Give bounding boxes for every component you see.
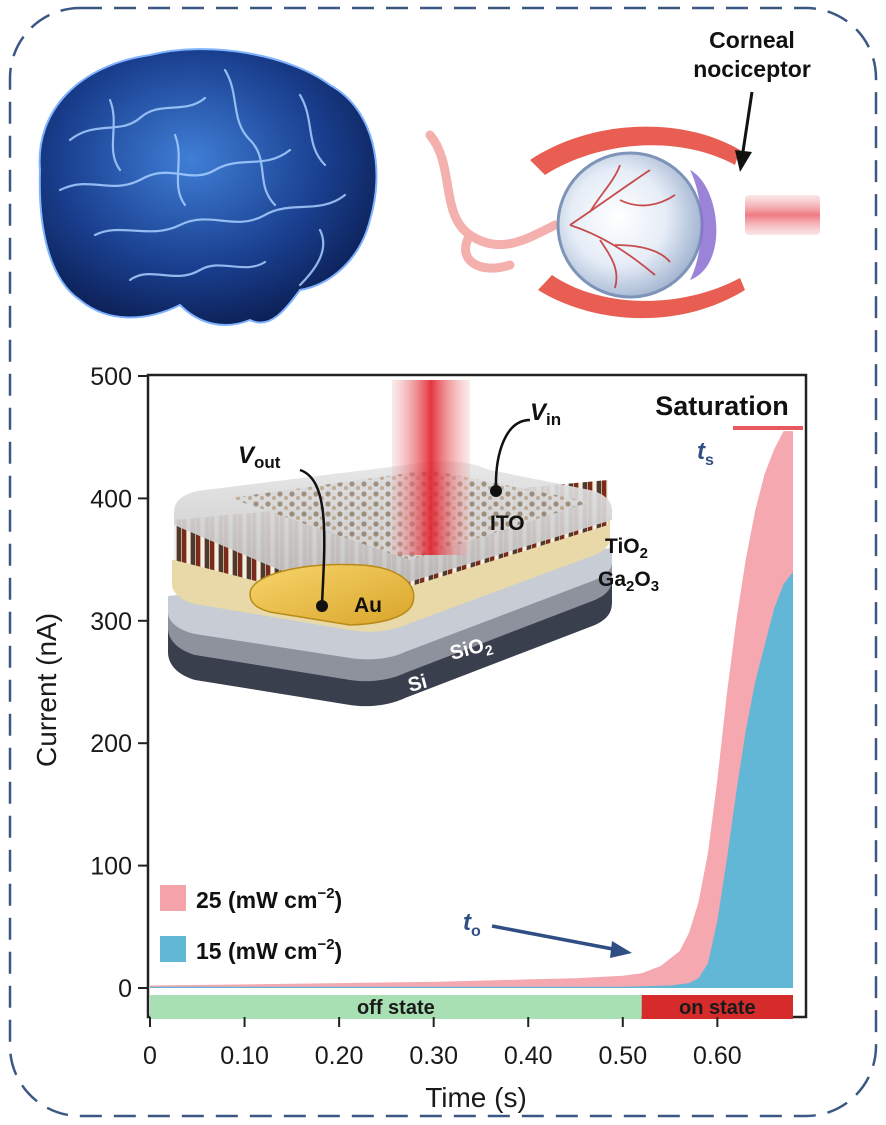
legend-label-15: 15 (mW cm−2) — [196, 936, 342, 964]
on-state-bar — [641, 995, 793, 1019]
y-ticks: 0 100 200 300 400 500 — [90, 363, 148, 1003]
ga2o3-label: Ga2O3 — [598, 568, 659, 595]
x-tick-label: 0.50 — [598, 1042, 647, 1070]
brain-illustration — [38, 48, 378, 326]
series-area-1 — [150, 571, 793, 988]
y-tick-label: 200 — [90, 730, 132, 758]
si-label: Si — [406, 671, 430, 697]
x-tick-label: 0 — [143, 1042, 157, 1070]
ts-label: ts — [697, 438, 714, 469]
eye-illustration — [425, 126, 820, 319]
corneal-nociceptor-callout: Corneal nociceptor — [693, 27, 811, 172]
ito-label: ITO — [490, 512, 525, 535]
legend-label-25: 25 (mW cm−2) — [196, 885, 342, 913]
vout-label: Vout — [238, 442, 281, 472]
off-state-label: off state — [357, 997, 435, 1019]
on-state-label: on state — [679, 997, 756, 1019]
x-tick-label: 0.60 — [693, 1042, 742, 1070]
x-tick-label: 0.20 — [315, 1042, 364, 1070]
au-label: Au — [354, 594, 382, 617]
to-arrowhead — [610, 941, 632, 958]
y-tick-label: 100 — [90, 853, 132, 881]
y-tick-label: 400 — [90, 485, 132, 513]
to-arrow — [491, 924, 619, 952]
x-tick-label: 0.40 — [504, 1042, 553, 1070]
callout-line1: Corneal — [709, 27, 795, 53]
tio2-label: TiO2 — [605, 535, 648, 562]
y-tick-label: 300 — [90, 608, 132, 636]
x-tick-label: 0.30 — [409, 1042, 458, 1070]
state-bar: off state on state — [150, 995, 793, 1019]
device-inset: Vout Vin ITO Au TiO2 Ga2O3 SiO2 Si — [168, 380, 659, 707]
saturation-label: Saturation — [655, 391, 789, 421]
legend-swatch-25 — [160, 885, 186, 911]
y-tick-label: 0 — [118, 975, 132, 1003]
x-axis-title: Time (s) — [425, 1082, 527, 1113]
series-layer — [150, 431, 793, 989]
x-tick-label: 0.10 — [220, 1042, 269, 1070]
x-ticks: 0 0.10 0.20 0.30 0.40 0.50 0.60 — [143, 1017, 742, 1070]
y-tick-label: 500 — [90, 363, 132, 391]
vin-label: Vin — [530, 399, 561, 429]
off-state-bar — [150, 995, 642, 1019]
y-axis-title: Current (nA) — [31, 613, 62, 767]
to-label: to — [463, 909, 481, 940]
legend-swatch-15 — [160, 936, 186, 962]
callout-line2: nociceptor — [693, 56, 811, 82]
legend: 25 (mW cm−2) 15 (mW cm−2) — [160, 885, 342, 964]
